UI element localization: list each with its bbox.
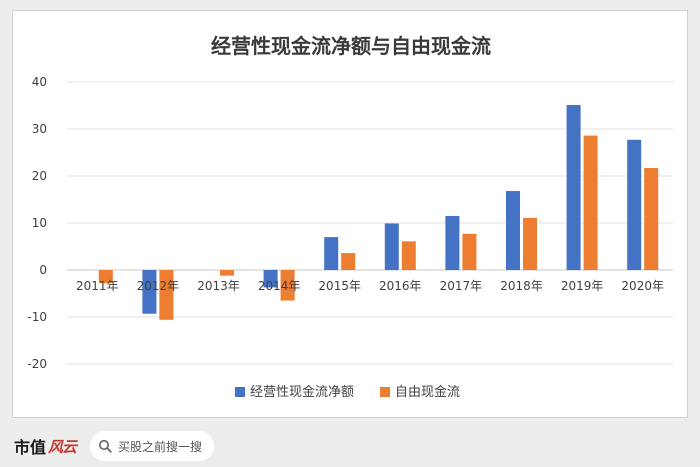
x-axis-ticks: 2011年 2012年 2013年 2014年 2015年 2016年 2017年 2018年… [76,279,664,293]
x-tick-label: 2020年 [621,279,664,293]
x-tick-label: 2019年 [561,279,604,293]
bar-operating-cash-flow-2017年 [445,215,460,270]
bar-operating-cash-flow-2019年 [566,105,581,270]
chart-card: 经营性现金流净额与自由现金流 40 30 20 10 0 -10 -20 2011年 2012… [12,10,688,418]
legend-swatch [235,387,245,397]
x-tick-label: 2011年 [76,279,119,293]
bar-operating-cash-flow-2015年 [324,237,339,270]
legend-label: 经营性现金流净额 [250,384,354,400]
bar-operating-cash-flow-2014年 [263,270,278,288]
bar-operating-cash-flow-2012年 [142,270,157,314]
y-tick-label: 0 [39,263,47,277]
legend-swatch [380,387,390,397]
brand-name: 市值 [14,438,47,457]
chart-title: 经营性现金流净额与自由现金流 [211,34,491,58]
y-axis-ticks: 40 30 20 10 0 -10 -20 [27,75,47,371]
y-tick-label: 20 [32,169,47,183]
y-tick-label: -10 [27,310,47,324]
bar-free-cash-flow-2014年 [280,270,295,301]
y-tick-label: 40 [32,75,47,89]
bar-operating-cash-flow-2018年 [506,191,520,270]
bar-free-cash-flow-2015年 [341,253,356,270]
bar-free-cash-flow-2019年 [583,135,598,270]
x-tick-label: 2018年 [500,279,543,293]
x-tick-label: 2013年 [197,279,240,293]
x-tick-label: 2016年 [379,279,422,293]
footer-bar: 市值 风云 买股之前搜一搜 [0,424,700,467]
search-button[interactable]: 买股之前搜一搜 [90,431,214,461]
x-tick-label: 2012年 [137,279,180,293]
bars [98,105,659,320]
brand-logo: 市值 风云 [14,433,77,459]
chart-svg: 经营性现金流净额与自由现金流 40 30 20 10 0 -10 -20 2011年 2012… [27,34,673,400]
bar-free-cash-flow-2016年 [401,241,416,270]
bar-free-cash-flow-2013年 [220,270,234,276]
legend-label: 自由现金流 [395,384,460,400]
bar-free-cash-flow-2018年 [523,217,537,270]
bar-free-cash-flow-2012年 [159,270,174,320]
x-tick-label: 2017年 [440,279,483,293]
y-tick-label: -20 [27,357,47,371]
y-tick-label: 30 [32,122,47,136]
bar-free-cash-flow-2011年 [98,270,113,284]
bar-free-cash-flow-2017年 [462,233,477,270]
y-tick-label: 10 [32,216,47,230]
gridlines [67,81,673,365]
legend: 经营性现金流净额 自由现金流 [235,384,460,400]
search-label: 买股之前搜一搜 [118,439,203,454]
brand-logo-mark: 风云 [48,437,77,456]
bar-operating-cash-flow-2016年 [384,223,399,270]
bar-free-cash-flow-2020年 [644,168,659,270]
x-tick-label: 2014年 [258,279,301,293]
search-icon [99,440,112,453]
bar-operating-cash-flow-2020年 [627,139,642,270]
x-tick-label: 2015年 [318,279,361,293]
